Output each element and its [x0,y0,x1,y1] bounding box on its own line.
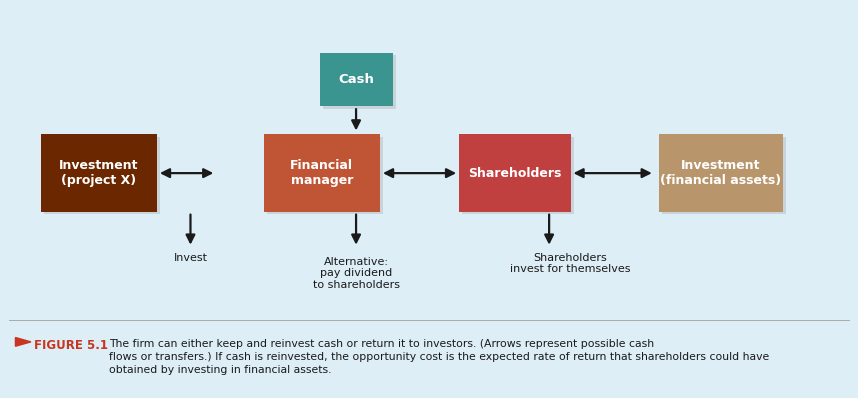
Polygon shape [15,338,31,346]
FancyBboxPatch shape [459,135,571,212]
FancyBboxPatch shape [41,135,156,212]
Text: Financial
manager: Financial manager [290,159,353,187]
FancyBboxPatch shape [264,135,379,212]
FancyBboxPatch shape [45,137,160,215]
Text: Alternative:
pay dividend
to shareholders: Alternative: pay dividend to shareholder… [312,257,400,290]
Text: The firm can either keep and reinvest cash or return it to investors. (Arrows re: The firm can either keep and reinvest ca… [109,339,770,375]
Text: Investment
(project X): Investment (project X) [59,159,138,187]
Text: Shareholders
invest for themselves: Shareholders invest for themselves [511,253,631,274]
FancyBboxPatch shape [662,137,786,215]
FancyBboxPatch shape [319,53,393,106]
Text: FIGURE 5.1: FIGURE 5.1 [34,339,108,352]
FancyBboxPatch shape [462,137,574,215]
FancyBboxPatch shape [268,137,383,215]
Text: Cash: Cash [338,73,374,86]
FancyBboxPatch shape [323,55,396,109]
Text: Investment
(financial assets): Investment (financial assets) [660,159,782,187]
FancyBboxPatch shape [659,135,782,212]
Text: Invest: Invest [173,253,208,263]
Text: Shareholders: Shareholders [468,167,561,179]
